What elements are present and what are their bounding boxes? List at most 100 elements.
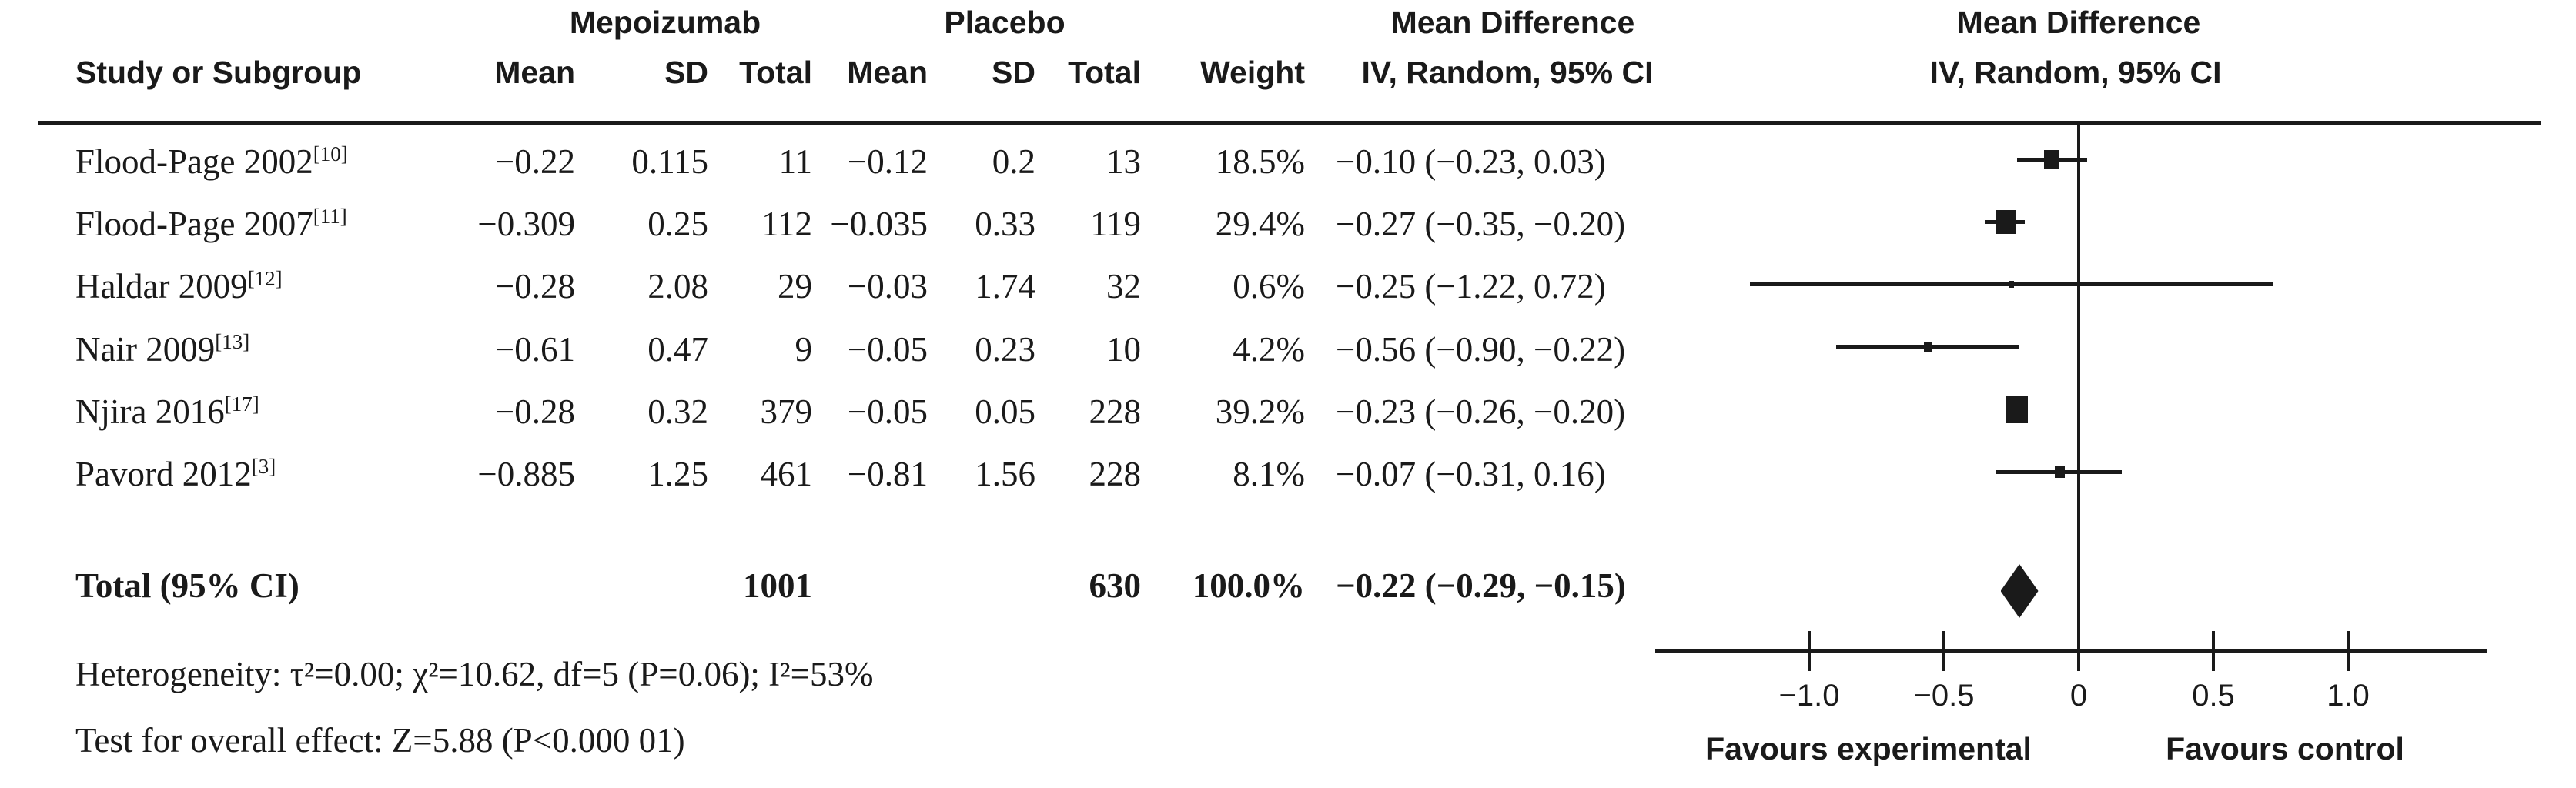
sd1-value: 0.32	[647, 392, 708, 431]
header-divider-rule	[38, 121, 2541, 125]
mean2-value: −0.81	[847, 455, 928, 493]
total1-value: 11	[778, 142, 812, 181]
total2-value: 32	[1106, 267, 1141, 306]
effect-square	[2044, 149, 2059, 169]
weight-value: 18.5%	[1215, 142, 1305, 181]
summary-diamond	[2000, 564, 2039, 618]
mean1-value: −0.309	[477, 205, 575, 244]
total-control-n: 630	[1089, 566, 1142, 605]
mean2-column-header: Mean	[847, 55, 928, 90]
sd2-value: 1.56	[975, 455, 1035, 493]
ci-text: −0.10 (−0.23, 0.03)	[1336, 142, 1606, 181]
x-axis	[1655, 649, 2487, 653]
overall-effect-note: Test for overall effect: Z=5.88 (P<0.000…	[75, 721, 685, 760]
total2-value: 13	[1106, 142, 1141, 181]
effect-square	[1924, 342, 1932, 352]
mean-difference-text-header: Mean Difference	[1390, 5, 1635, 40]
study-label: Haldar 2009[12]	[75, 267, 283, 306]
ci-text-column-header: IV, Random, 95% CI	[1361, 55, 1654, 90]
mean2-value: −0.12	[847, 142, 928, 181]
x-axis-tick-label: 0	[2069, 679, 2088, 713]
total-weight-value: 100.0%	[1192, 566, 1305, 605]
weight-value: 4.2%	[1233, 329, 1305, 369]
treatment-group-header: Mepoizumab	[569, 5, 761, 40]
effect-square	[2055, 466, 2065, 478]
sd2-column-header: SD	[992, 55, 1035, 90]
total-ci-text: −0.22 (−0.29, −0.15)	[1336, 566, 1626, 605]
study-ref: [12]	[247, 267, 283, 291]
sd1-value: 0.25	[647, 205, 708, 244]
total1-value: 379	[760, 392, 813, 431]
total1-column-header: Total	[739, 55, 812, 90]
mean1-value: −0.61	[494, 329, 575, 369]
ci-text: −0.25 (−1.22, 0.72)	[1336, 267, 1606, 306]
effect-square	[2006, 395, 2028, 423]
total2-value: 228	[1089, 392, 1142, 431]
study-label: Flood-Page 2002[10]	[75, 142, 348, 181]
favours-control-label: Favours control	[2166, 731, 2404, 766]
total2-value: 119	[1090, 205, 1141, 244]
x-axis-tick-label: −0.5	[1913, 679, 1975, 713]
sd2-value: 0.05	[975, 392, 1035, 431]
mean2-value: −0.05	[847, 392, 928, 431]
mean1-value: −0.22	[494, 142, 575, 181]
zero-line	[2077, 125, 2080, 651]
ci-plot-column-header: IV, Random, 95% CI	[1929, 55, 2222, 90]
mean1-value: −0.28	[494, 392, 575, 431]
study-label: Pavord 2012[3]	[75, 455, 276, 493]
sd2-value: 0.23	[975, 329, 1035, 369]
study-ref: [10]	[313, 142, 348, 165]
total2-column-header: Total	[1068, 55, 1141, 90]
x-axis-tick	[1942, 631, 1945, 671]
study-ref: [3]	[251, 455, 276, 478]
sd2-value: 0.33	[975, 205, 1035, 244]
study-column-header: Study or Subgroup	[75, 55, 362, 90]
x-axis-tick	[1808, 631, 1811, 671]
weight-value: 0.6%	[1233, 267, 1305, 306]
sd2-value: 0.2	[992, 142, 1035, 181]
mean1-column-header: Mean	[494, 55, 575, 90]
mean-difference-plot-header: Mean Difference	[1956, 5, 2201, 40]
mean2-value: −0.035	[830, 205, 928, 244]
sd1-value: 1.25	[647, 455, 708, 493]
sd1-value: 2.08	[647, 267, 708, 306]
weight-value: 8.1%	[1233, 455, 1305, 493]
x-axis-tick-label: 0.5	[2192, 679, 2235, 713]
ci-text: −0.27 (−0.35, −0.20)	[1336, 205, 1626, 244]
study-label: Njira 2016[17]	[75, 392, 259, 431]
total1-value: 29	[778, 267, 812, 306]
total1-value: 461	[760, 455, 813, 493]
ci-text: −0.56 (−0.90, −0.22)	[1336, 329, 1626, 369]
sd2-value: 1.74	[975, 267, 1035, 306]
study-label: Flood-Page 2007[11]	[75, 205, 347, 244]
mean1-value: −0.28	[494, 267, 575, 306]
weight-column-header: Weight	[1200, 55, 1305, 90]
effect-square	[1996, 209, 2016, 234]
forest-plot: −1.0 −0.5 0 0.5 1.0 Favours experimental Favou…	[1617, 123, 2576, 788]
mean2-value: −0.05	[847, 329, 928, 369]
ci-text: −0.23 (−0.26, −0.20)	[1336, 392, 1626, 431]
mean1-value: −0.885	[477, 455, 575, 493]
favours-experimental-label: Favours experimental	[1705, 731, 2032, 766]
weight-value: 39.2%	[1215, 392, 1305, 431]
study-ref: [17]	[224, 392, 259, 416]
x-axis-tick-label: −1.0	[1778, 679, 1840, 713]
total1-value: 112	[761, 205, 812, 244]
total1-value: 9	[795, 329, 813, 369]
x-axis-tick	[2077, 631, 2080, 671]
effect-square	[2009, 280, 2014, 288]
sd1-column-header: SD	[664, 55, 708, 90]
study-label: Nair 2009[13]	[75, 329, 250, 369]
total-row-label: Total (95% CI)	[75, 566, 299, 605]
heterogeneity-note: Heterogeneity: τ²=0.00; χ²=10.62, df=5 (…	[75, 655, 874, 693]
study-ref: [13]	[215, 329, 250, 353]
x-axis-tick-label: 1.0	[2327, 679, 2370, 713]
weight-value: 29.4%	[1215, 205, 1305, 244]
total2-value: 228	[1089, 455, 1142, 493]
sd1-value: 0.115	[631, 142, 708, 181]
study-ref: [11]	[313, 205, 347, 229]
x-axis-tick	[2347, 631, 2350, 671]
total-treatment-n: 1001	[743, 566, 812, 605]
mean2-value: −0.03	[847, 267, 928, 306]
